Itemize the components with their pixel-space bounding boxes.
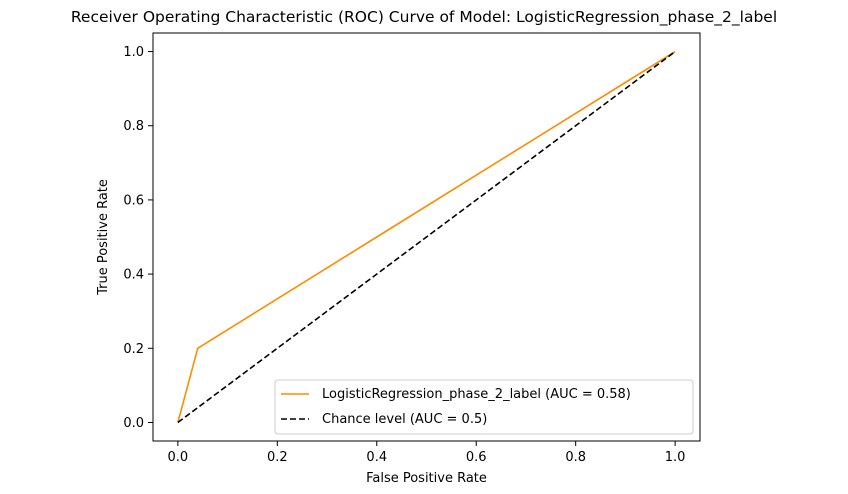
legend: LogisticRegression_phase_2_label (AUC = … bbox=[274, 379, 694, 435]
x-tick-label: 0.8 bbox=[565, 450, 586, 465]
chart-title: Receiver Operating Characteristic (ROC) … bbox=[71, 8, 777, 27]
y-tick-label: 1.0 bbox=[123, 45, 144, 60]
series-layer bbox=[177, 50, 676, 424]
x-axis-label: False Positive Rate bbox=[366, 471, 487, 486]
y-tick-label: 0.0 bbox=[123, 416, 144, 431]
y-tick-label: 0.4 bbox=[123, 268, 144, 283]
roc-curve-line bbox=[177, 50, 676, 423]
y-tick-label: 0.8 bbox=[123, 119, 144, 134]
x-tick-label: 1.0 bbox=[665, 450, 686, 465]
y-tick-label: 0.2 bbox=[123, 342, 144, 357]
y-axis-ticks: 0.0 0.2 0.4 0.6 0.8 1.0 bbox=[123, 45, 153, 431]
y-tick-label: 0.6 bbox=[123, 193, 144, 208]
legend-entry-chance: Chance level (AUC = 0.5) bbox=[322, 412, 487, 427]
chance-level-line bbox=[177, 50, 676, 424]
x-tick-label: 0.2 bbox=[267, 450, 288, 465]
x-axis-ticks: 0.0 0.2 0.4 0.6 0.8 1.0 bbox=[168, 441, 686, 465]
x-tick-label: 0.6 bbox=[466, 450, 487, 465]
legend-entry-roc: LogisticRegression_phase_2_label (AUC = … bbox=[322, 387, 631, 402]
legend-box bbox=[274, 379, 694, 435]
x-tick-label: 0.4 bbox=[366, 450, 387, 465]
x-tick-label: 0.0 bbox=[168, 450, 189, 465]
y-axis-label: True Positive Rate bbox=[96, 179, 111, 296]
plot-frame bbox=[152, 32, 701, 442]
